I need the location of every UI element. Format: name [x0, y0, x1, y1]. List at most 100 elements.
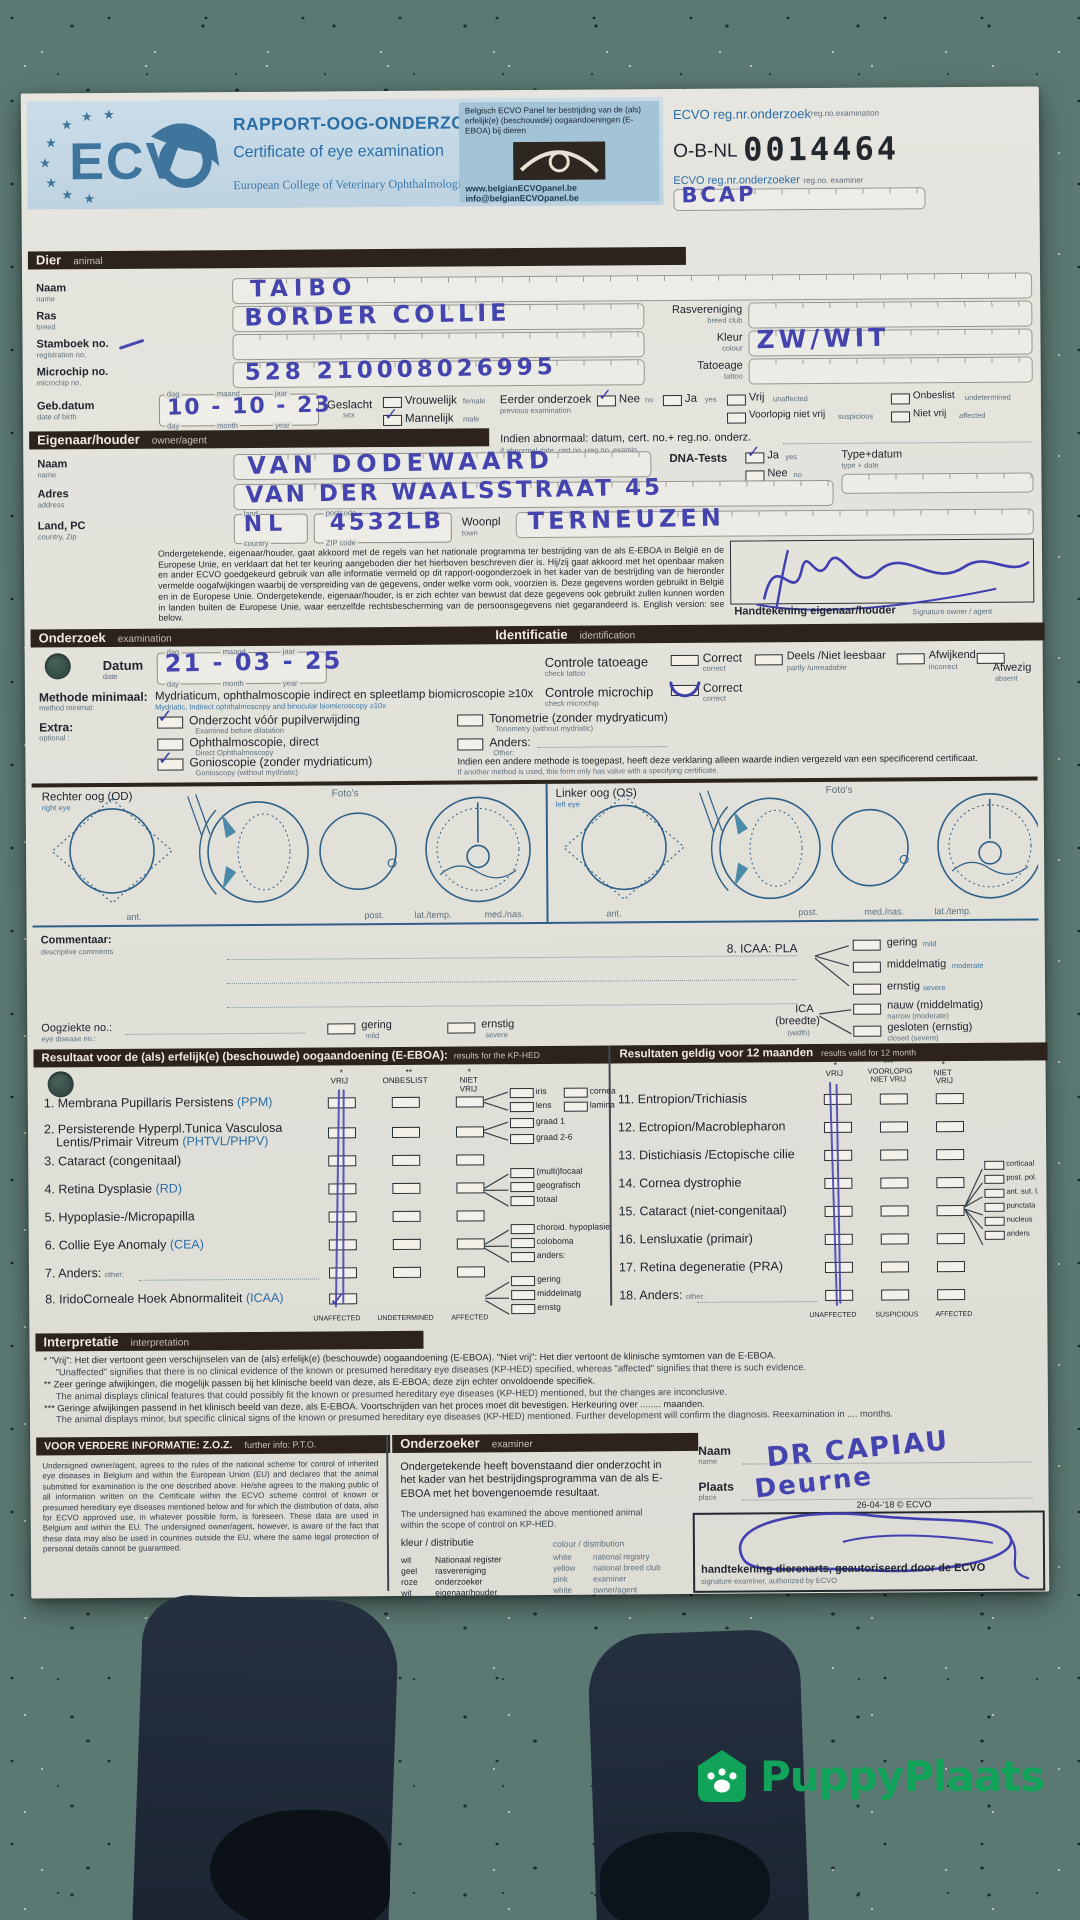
dna-no-sub: no: [793, 470, 802, 480]
result-row: 13. Distichiasis /Ectopische cilie: [21, 86, 1039, 1162]
icaa-fork: [814, 945, 850, 987]
result-row: 1. Membrana Pupillaris Persistens (PPM) …: [43, 1085, 616, 1113]
watermark-logo: PuppyPlaats: [694, 1748, 1045, 1804]
panel-text: Belgisch ECVO Panel ter bestrijding van …: [464, 105, 642, 136]
dna-label: DNA-Tests: [669, 452, 728, 466]
svg-text:★: ★: [83, 191, 95, 203]
oogziekte-mild-sub: mild: [365, 1031, 380, 1041]
kleur-k3: roze: [401, 1576, 418, 1587]
kleur-v4: eigenaar/houder: [435, 1587, 498, 1598]
kleur-k4: wit: [401, 1587, 412, 1598]
stamboek-pen-dash: [118, 338, 145, 350]
result-row: 6. Collie Eye Anomaly (CEA) choroid. hyp…: [21, 86, 1039, 1263]
examiner-code-handwriting: BCAP: [681, 181, 757, 208]
no-sub: no: [644, 395, 654, 405]
geb-value: 10 - 10 - 23: [166, 392, 332, 421]
opt1-check: ✓: [157, 705, 174, 728]
chip-correct-check: [669, 681, 701, 698]
eye-panel-divider: [545, 783, 549, 922]
dna-ja-check: ✓: [746, 442, 761, 463]
kleur-sub: colour: [722, 343, 743, 353]
nee-label: Nee: [618, 393, 641, 406]
left-shoe: [210, 1810, 390, 1920]
svg-text:★: ★: [45, 175, 57, 190]
plaats-sub: place: [698, 1492, 717, 1502]
ras-value: BORDER COLLIE: [244, 298, 511, 332]
controle-chip-label: Controle microchip: [544, 684, 654, 700]
geb-label: Geb.datum: [36, 400, 95, 413]
ica-nauw-sub: narrow (moderate): [887, 1011, 949, 1021]
tattoo-deels-sub: partly /unreadable: [786, 662, 847, 673]
os-lat: lat./temp.: [934, 905, 972, 917]
exam-month: month: [220, 679, 246, 689]
tatoeage-field: [748, 356, 1033, 385]
od-post: post.: [364, 910, 385, 921]
controle-tatoeage-label: Controle tatoeage: [544, 654, 649, 670]
reg-exam-sub: reg.no.examination: [810, 108, 879, 119]
owner-signature: [756, 549, 1030, 611]
footer-undetermined: UNDETERMINED: [377, 1314, 434, 1323]
landpc-label: Land, PC: [37, 520, 86, 533]
icaa-middel-label: middelmatig: [886, 958, 947, 971]
result-row: 4. Retina Dysplasie (RD) (multi)focaal g…: [21, 86, 1039, 1207]
vrij-checkbox: [726, 394, 746, 406]
naam-label: Naam: [36, 282, 67, 295]
r-col-voorlopig2: NIET VRIJ: [870, 1074, 906, 1084]
kleur-header: kleur / distributie: [400, 1537, 474, 1549]
r-col-vrij: VRIJ: [825, 1068, 843, 1078]
vrouwelijk-label: Vrouwelijk: [404, 394, 457, 407]
type-datum-label: Type+datum: [841, 448, 903, 461]
datum-sub: date: [102, 671, 118, 682]
kleur-k2: geel: [401, 1565, 418, 1576]
microchip-label: Microchip no.: [36, 365, 109, 379]
owner-naam-sub: name: [37, 470, 57, 480]
kleur-v2: rasvereniging: [435, 1565, 487, 1576]
datum-value: 21 - 03 - 25: [164, 646, 343, 678]
reg-number: 0014464: [743, 129, 900, 169]
methode-text-sub: Mydriatic, Indirect ophthalmoscopy and b…: [155, 701, 386, 712]
further-text: Undersigned owner/agent, agrees to the r…: [42, 1459, 379, 1554]
oogziekte-ernstig-checkbox: [447, 1022, 476, 1034]
title-nl: RAPPORT-OOG-ONDERZOEK: [232, 112, 491, 135]
zip-micro: ZIP code: [323, 538, 358, 548]
kleur-k1: wit: [400, 1554, 412, 1565]
ecvo-logo: ECV ★★ ★ ★★★ ★ ★: [39, 107, 220, 203]
panel-eye-icon: [519, 150, 599, 173]
nietvrij-checkbox: [890, 411, 911, 423]
icaa-gering-label: gering: [886, 936, 918, 949]
commentaar-label: Commentaar:: [40, 933, 112, 947]
mannelijk-check: ✓: [383, 404, 399, 426]
eye-section-bottomline: [32, 918, 1039, 928]
female-sub: female: [462, 396, 486, 406]
plaats-label: Plaats: [698, 1479, 734, 1494]
vrij-label: Vrij: [748, 391, 765, 404]
colour-header: colour / distribution: [552, 1538, 625, 1549]
extra-sub: optional :: [39, 733, 70, 743]
method-note-en: If another method is used, this form onl…: [457, 765, 719, 777]
oogziekte-severe-sub: severe: [485, 1030, 508, 1040]
interpretation-text: * "Vrij": Het dier vertoont geen verschi…: [44, 1349, 1038, 1427]
section-examiner: Onderzoeker examiner: [392, 1432, 699, 1454]
ica-label: ICA: [795, 1003, 814, 1016]
result-row: 12. Ectropion/Macroblepharon: [21, 86, 1039, 1134]
examiner-sig-label-en: signature examiner, authorized by ECVO: [701, 1575, 838, 1586]
yes-sub: yes: [704, 394, 717, 404]
org-name: European College of Veterinary Ophthalmo…: [233, 176, 474, 193]
owner-sig-label: Handtekening eigenaar/houder: [734, 604, 896, 618]
eerder-ja-checkbox: [662, 394, 682, 407]
owner-legal-text: Ondergetekende, eigenaar/houder, gaat ak…: [157, 544, 725, 623]
r-col-vrij2: VRIJ: [935, 1076, 954, 1086]
stamboek-sub: registration no.: [36, 350, 87, 360]
owner-naam-label: Naam: [37, 458, 68, 471]
ja-label: Ja: [684, 392, 698, 405]
ica-gesloten-sub: closed (severe): [887, 1033, 939, 1043]
oogziekte-ernstig-label: ernstig: [481, 1018, 515, 1031]
methode-sub: method minimal:: [39, 703, 95, 713]
chip-correct-label: Correct: [702, 680, 743, 695]
right-shoe: [600, 1832, 770, 1920]
opt3-sub: Gonioscopy (without mydriatic): [195, 767, 299, 778]
onbeslist-label: Onbeslist: [912, 390, 955, 402]
affected-sub: affected: [958, 410, 986, 421]
col-vrij: VRIJ: [330, 1076, 349, 1086]
